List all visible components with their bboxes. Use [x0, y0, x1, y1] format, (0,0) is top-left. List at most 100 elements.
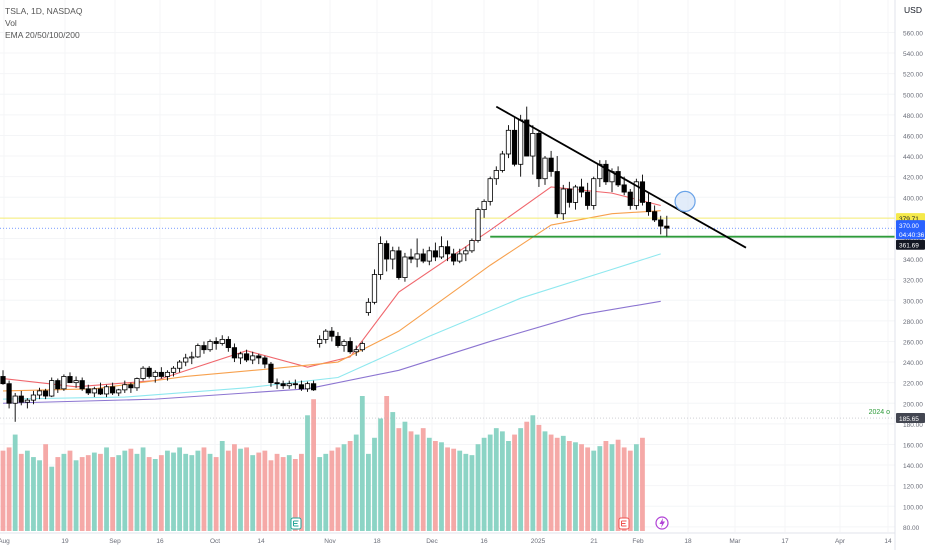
candle: [463, 246, 469, 262]
volume-bar: [183, 453, 189, 531]
volume-bar: [219, 441, 225, 531]
volume-bar: [451, 448, 457, 531]
candle-body: [438, 246, 445, 258]
target-circle[interactable]: [674, 190, 696, 212]
candle-body: [396, 250, 402, 278]
volume-bar: [633, 444, 639, 531]
candle-body: [292, 383, 298, 386]
ema-label[interactable]: EMA 20/50/100/200: [5, 30, 80, 40]
earnings-icon[interactable]: [618, 517, 630, 530]
volume-bar: [158, 455, 164, 531]
volume-bar: [171, 452, 176, 531]
volume-bar: [55, 457, 61, 531]
candle: [177, 359, 183, 373]
volume-bar: [6, 447, 12, 531]
candle: [615, 166, 621, 187]
candle-body: [463, 250, 469, 255]
candle-body: [444, 246, 451, 255]
currency-label[interactable]: USD: [904, 5, 922, 15]
volume-bar: [621, 447, 627, 531]
descending-trendline[interactable]: [495, 105, 747, 249]
candle: [518, 114, 524, 177]
candle: [183, 353, 189, 367]
volume-bar: [432, 441, 438, 531]
candle-body: [347, 341, 353, 353]
candle: [18, 390, 24, 406]
candle-body: [353, 349, 359, 353]
volume-bar: [591, 450, 597, 531]
volume-bar: [445, 447, 450, 531]
candle: [524, 106, 530, 157]
candle-body: [158, 371, 164, 377]
ema-lines: [2, 186, 661, 404]
candle: [103, 384, 110, 398]
chart-legend: TSLA, 1D, NASDAQ Vol EMA 20/50/100/200: [5, 5, 82, 41]
volume-bar: [73, 460, 79, 531]
volume-label[interactable]: Vol: [5, 18, 17, 28]
candle: [432, 242, 438, 262]
low-2024-tag-text: 185.65: [899, 416, 919, 423]
candle-body: [286, 383, 292, 387]
candle: [146, 366, 152, 379]
candle-body: [164, 371, 171, 377]
candle: [627, 189, 633, 210]
candle: [335, 332, 341, 348]
candle-body: [85, 388, 91, 394]
candle-body: [79, 380, 85, 390]
price-tick-label: 340.00: [903, 257, 923, 264]
price-tick-label: 220.00: [903, 381, 923, 388]
volume-bar: [390, 412, 396, 531]
earnings-icon[interactable]: [290, 517, 302, 530]
candle-body: [432, 250, 438, 258]
candle-body: [408, 256, 414, 260]
candle-body: [268, 363, 274, 384]
candle: [444, 240, 451, 262]
event-markers[interactable]: [290, 516, 669, 530]
volume-bars: [0, 396, 645, 531]
countdown-tag-bg: [896, 229, 925, 240]
volume-bar: [640, 437, 645, 531]
flash-icon[interactable]: [655, 516, 669, 530]
candle: [493, 166, 499, 185]
time-axis[interactable]: Aug 19 Sep 16 Oct 14 Nov 18 Dec 16 2025 21 Feb 18 Mar 1…: [0, 532, 895, 545]
price-tick-label: 180.00: [903, 422, 923, 429]
candle: [280, 380, 286, 389]
candle-body: [633, 181, 639, 206]
volume-bar: [12, 434, 18, 531]
volume-bar: [323, 453, 329, 531]
countdown-tag: 04:40:36: [896, 229, 925, 240]
volume-bar: [201, 447, 207, 531]
ema200-line: [2, 300, 661, 404]
volume-bar: [384, 396, 390, 531]
candle-body: [457, 253, 463, 262]
volume-bar: [37, 460, 42, 531]
volume-bar: [341, 444, 347, 531]
candle: [572, 184, 579, 210]
last-price-tag-text: 370.00: [899, 223, 919, 230]
candle: [140, 366, 146, 381]
time-tick-label: 14: [257, 538, 265, 545]
price-tick-label: 400.00: [903, 195, 923, 202]
time-tick-label: Mar: [729, 538, 741, 545]
candle-body: [420, 253, 426, 262]
symbol-label[interactable]: TSLA, 1D, NASDAQ: [5, 6, 83, 16]
candle-body: [213, 341, 219, 344]
candle: [110, 382, 116, 396]
candle: [152, 370, 158, 383]
drawings[interactable]: [495, 105, 747, 249]
price-axis[interactable]: 80.00 100.00 120.00 140.00 160.00 180.00 200.0…: [894, 0, 923, 550]
candle-body: [572, 186, 579, 203]
candle: [243, 349, 250, 363]
candle-body: [103, 386, 110, 395]
candle: [91, 386, 97, 398]
candle-body: [280, 383, 286, 387]
price-tick-label: 140.00: [903, 463, 923, 470]
volume-bar: [414, 434, 420, 531]
volume-bar: [116, 455, 122, 531]
price-tick-label: 540.00: [903, 51, 923, 58]
price-tick-label: 320.00: [903, 278, 923, 285]
time-tick-label: 21: [590, 538, 598, 545]
candle-body: [140, 367, 146, 379]
price-tick-label: 100.00: [903, 504, 923, 511]
